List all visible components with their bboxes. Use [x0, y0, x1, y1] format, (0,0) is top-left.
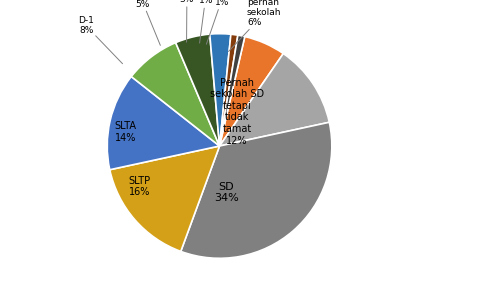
Text: D-3
3%: D-3 3%: [179, 0, 195, 42]
Wedge shape: [110, 146, 220, 251]
Text: 7-45 tidak
pernah
sekolah
6%: 7-45 tidak pernah sekolah 6%: [228, 0, 293, 51]
Wedge shape: [220, 53, 329, 146]
Text: S-2
1%: S-2 1%: [206, 0, 230, 44]
Wedge shape: [220, 36, 283, 146]
Text: SD
34%: SD 34%: [214, 182, 239, 204]
Wedge shape: [131, 43, 220, 146]
Text: D-1
8%: D-1 8%: [78, 16, 122, 64]
Wedge shape: [107, 77, 220, 170]
Text: SLTP
16%: SLTP 16%: [128, 176, 151, 197]
Text: D-2
5%: D-2 5%: [134, 0, 160, 45]
Text: SLTA
14%: SLTA 14%: [115, 121, 136, 143]
Wedge shape: [210, 34, 231, 146]
Wedge shape: [220, 35, 245, 146]
Wedge shape: [176, 34, 220, 146]
Text: Pernah
sekolah SD
tetapi
tidak
tamat
12%: Pernah sekolah SD tetapi tidak tamat 12%: [210, 78, 264, 146]
Wedge shape: [220, 34, 238, 146]
Text: S-1
1%: S-1 1%: [198, 0, 213, 43]
Wedge shape: [181, 122, 332, 258]
